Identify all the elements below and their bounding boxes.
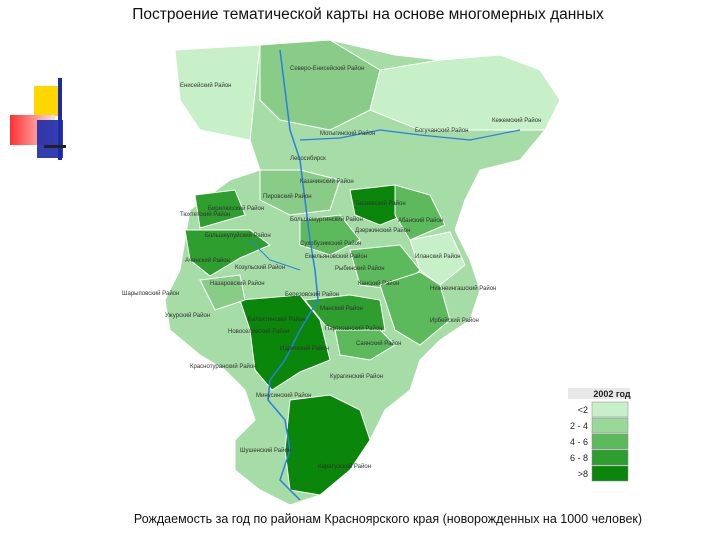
district-label: Козульский Район bbox=[235, 264, 285, 271]
title: Построение тематической карты на основе … bbox=[132, 6, 604, 23]
legend-title: 2002 год bbox=[593, 389, 631, 399]
district-label: Березовский Район bbox=[285, 291, 339, 298]
legend-swatch bbox=[591, 449, 629, 466]
legend-label: 4 - 6 bbox=[570, 437, 588, 447]
district-label: Канский Район bbox=[358, 280, 399, 287]
district-label: Курагинский Район bbox=[330, 373, 383, 380]
district-label: Большемуртинский Район bbox=[290, 216, 363, 223]
district-label: Дзержинский Район bbox=[355, 227, 410, 234]
legend-label: 6 - 8 bbox=[570, 453, 588, 463]
legend-swatch bbox=[591, 401, 629, 418]
district-label: Ачинский Район bbox=[185, 257, 230, 264]
district-label: Ужурский Район bbox=[165, 312, 210, 319]
district-label: Тасеевский Район bbox=[355, 200, 406, 207]
district-label: Минусинский Район bbox=[256, 392, 311, 399]
decoration bbox=[10, 78, 66, 160]
caption: Рождаемость за год по районам Красноярск… bbox=[134, 512, 642, 526]
legend-label: <2 bbox=[578, 405, 588, 415]
district-label: Назаровский Район bbox=[210, 280, 265, 287]
district-label: Сухобузимский Район bbox=[300, 240, 361, 247]
district-label: Нижнеингашский Район bbox=[430, 285, 496, 292]
district-label: Шушенский Район bbox=[240, 447, 291, 454]
legend-swatch bbox=[591, 465, 629, 482]
map bbox=[164, 39, 561, 506]
district-label: Пировский Район bbox=[263, 193, 312, 200]
legend-swatch bbox=[591, 433, 629, 450]
district-label: Иланский Район bbox=[415, 253, 461, 260]
district-label: Богучанский Район bbox=[415, 127, 468, 134]
district-label: Бирилюсский Район bbox=[208, 205, 264, 212]
district-label: Партизанский Район bbox=[325, 325, 383, 332]
district-label: Каратузский Район bbox=[318, 463, 371, 470]
district-label: Емельяновский Район bbox=[305, 253, 367, 260]
district-label: Лесосибирск bbox=[290, 156, 326, 162]
district-label: Новоселовский Район bbox=[228, 328, 289, 335]
district-label: Енисейский Район bbox=[180, 82, 232, 89]
district-label: Манский Район bbox=[320, 305, 363, 312]
district-label: Ирбейский Район bbox=[430, 317, 479, 324]
district-label: Абанский Район bbox=[398, 217, 443, 224]
district-label: Балахтинский Район bbox=[248, 316, 306, 323]
district-label: Шарыповский Район bbox=[122, 290, 179, 297]
district-label: Саянский Район bbox=[356, 340, 401, 347]
legend: 2002 год <2 2 - 4 4 - 6 6 - 8 >8 bbox=[568, 388, 631, 482]
district-label: Тюхтетский Район bbox=[180, 211, 230, 218]
district-label: Северо-Енисейский Район bbox=[290, 65, 364, 72]
legend-label: 2 - 4 bbox=[570, 421, 588, 431]
legend-header bbox=[568, 388, 630, 399]
district-label: Рыбинский Район bbox=[335, 265, 385, 272]
legend-swatch bbox=[591, 417, 629, 434]
district-label: Краснотуранский Район bbox=[190, 363, 257, 370]
district-label: Идринский Район bbox=[280, 345, 329, 352]
district-label: Кежемский Район bbox=[492, 117, 541, 124]
district-label: Казачинский Район bbox=[300, 178, 354, 185]
district-label: Большеулуйский Район bbox=[205, 232, 271, 239]
district-labels: Северо-Енисейский Район Енисейский Район… bbox=[122, 65, 541, 470]
legend-label: >8 bbox=[578, 469, 588, 479]
district-label: Мотыгинский Район bbox=[320, 130, 375, 137]
